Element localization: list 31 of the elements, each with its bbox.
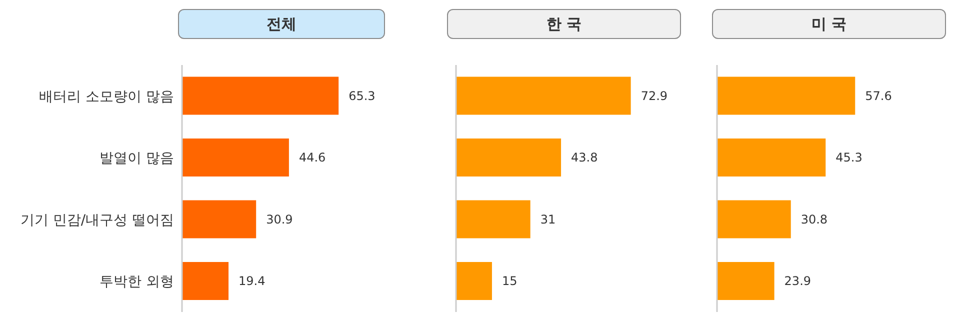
data-label: 30.9 (266, 212, 293, 226)
data-label: 43.8 (571, 150, 598, 165)
data-label: 45.3 (836, 150, 862, 165)
bar (182, 262, 229, 300)
bar (717, 138, 826, 176)
y-tick-label: 배터리 소모량이 많음 (39, 88, 174, 105)
bar (717, 76, 856, 115)
y-tick-label: 기기 민감/내구성 떨어짐 (20, 212, 174, 228)
data-label: 23.9 (784, 274, 812, 288)
chart-title: 전체 (178, 9, 385, 39)
data-label: 15 (502, 274, 518, 288)
chart-title: 한 국 (447, 9, 681, 39)
bar (456, 262, 492, 300)
bar (717, 262, 774, 300)
bar (182, 200, 256, 238)
bar (717, 200, 791, 238)
y-tick-label: 발열이 많음 (100, 150, 174, 167)
bar (182, 138, 289, 176)
bar (456, 138, 562, 176)
chart-title: 미 국 (712, 9, 946, 39)
data-label: 72.9 (640, 88, 668, 103)
data-label: 31 (540, 212, 556, 226)
data-label: 19.4 (238, 274, 266, 288)
y-tick-label: 투박한 외형 (100, 274, 174, 290)
bar (456, 200, 530, 238)
data-label: 44.6 (298, 150, 326, 165)
data-label: 65.3 (348, 88, 376, 103)
bar (456, 76, 631, 115)
data-label: 30.8 (800, 212, 828, 226)
bar (182, 76, 339, 115)
data-label: 57.6 (865, 88, 892, 103)
